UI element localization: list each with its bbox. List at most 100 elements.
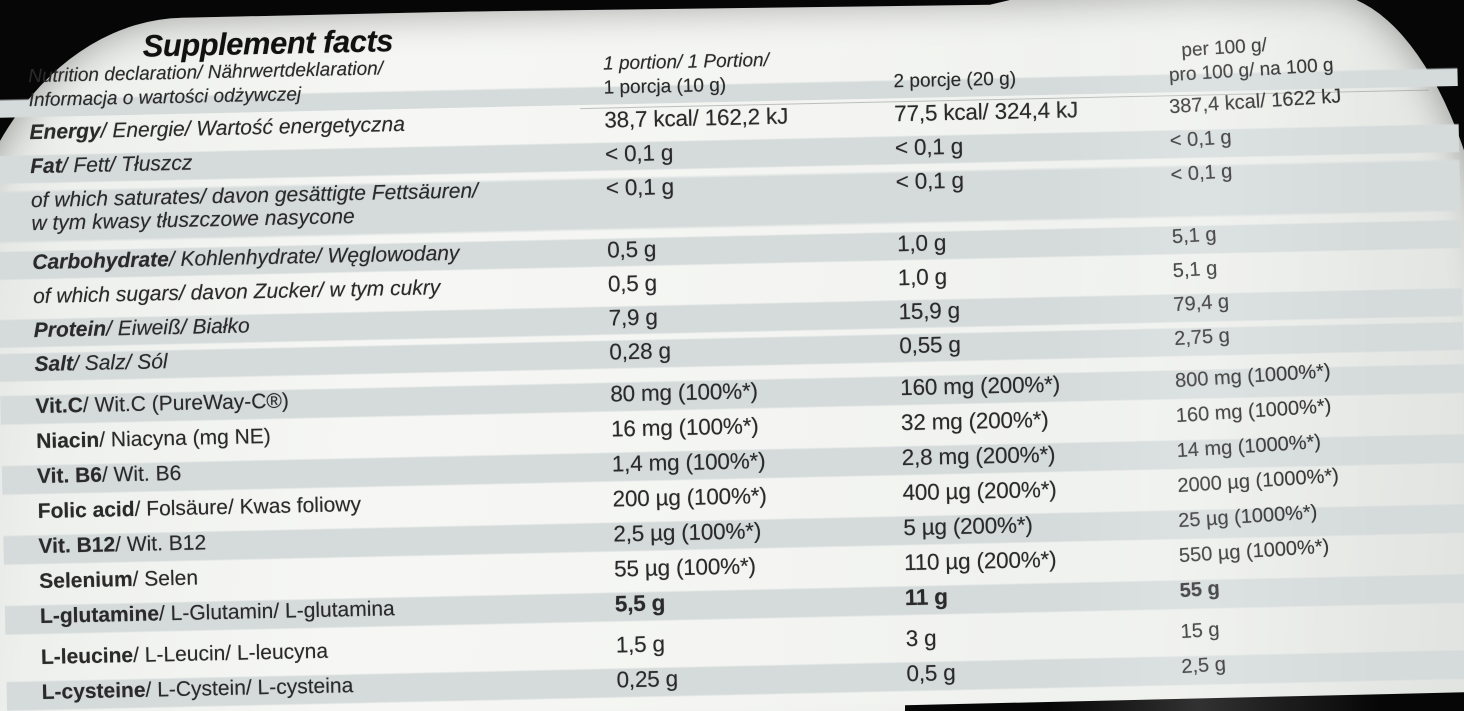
nutrient-name-translations: / Kohlenhydrate/ Węglowodany <box>168 241 460 272</box>
value-2-portions-text: 0,5 g <box>906 660 956 687</box>
value-1-portion-text: 1,5 g <box>615 631 666 658</box>
nutrient-name-en: L-cysteine <box>41 678 146 704</box>
nutrient-name-en: Fat <box>29 154 62 179</box>
value-1-portion-text: < 0,1 g <box>604 140 674 167</box>
value-per-100g-text: 5,1 g <box>1171 223 1218 249</box>
value-2-portions: 15,9 g <box>898 294 1163 325</box>
nutrient-name-translations: / Salz/ Sól <box>72 350 168 376</box>
value-2-portions-text: 1,0 g <box>896 230 947 257</box>
value-1-portion: 80 mg (100%*) <box>610 376 900 407</box>
value-1-portion-text: 1,4 mg (100%*) <box>611 448 766 477</box>
nutrient-name: L-leucine/ L-Leucin/ L-leucyna <box>6 633 616 669</box>
column-header-1-portion: 1 portion/ 1 Portion/ 1 porcja (10 g) <box>602 49 770 99</box>
nutrient-name-en: Protein <box>33 317 107 343</box>
value-1-portion: 16 mg (100%*) <box>611 411 901 442</box>
value-2-portions: 2,8 mg (200%*) <box>901 440 1167 471</box>
nutrient-name-translations: / Folsäure/ Kwas foliowy <box>134 492 362 521</box>
value-2-portions-text: 110 µg (200%*) <box>903 546 1057 576</box>
nutrient-name-translations: of which sugars/ davon Zucker/ w tym cuk… <box>32 276 441 309</box>
value-per-100g: 387,4 kcal/ 1622 kJ <box>1159 85 1458 119</box>
value-2-portions-text: 400 µg (200%*) <box>902 476 1057 506</box>
value-per-100g-text: < 0,1 g <box>1169 160 1233 187</box>
value-per-100g: 15 g <box>1170 615 1464 644</box>
value-per-100g-text: 15 g <box>1179 618 1221 644</box>
value-1-portion-text: 80 mg (100%*) <box>610 378 759 407</box>
value-2-portions-text: 77,5 kcal/ 324,4 kJ <box>893 97 1079 127</box>
value-per-100g: < 0,1 g <box>1160 158 1459 187</box>
nutrient-name: Vit.C/ Wit.C (PureWay-C®) <box>0 383 610 419</box>
value-2-portions-text: 2,8 mg (200%*) <box>901 441 1056 471</box>
value-1-portion: 38,7 kcal/ 162,2 kJ <box>604 102 894 133</box>
value-per-100g: 79,4 g <box>1163 288 1462 317</box>
nutrient-name-translations: / Fett/ Tłuszcz <box>61 151 193 178</box>
value-1-portion: 0,5 g <box>607 232 897 263</box>
value-1-portion: < 0,1 g <box>606 170 896 201</box>
nutrient-name-translations: / L-Glutamin/ L-glutamina <box>158 597 395 626</box>
nutrient-name-translations: / Energie/ Wartość energetyczna <box>100 112 406 143</box>
value-per-100g-text: 2,5 g <box>1180 653 1227 679</box>
value-per-100g: 160 mg (1000%*) <box>1166 395 1464 428</box>
value-2-portions: 0,55 g <box>899 328 1164 359</box>
value-2-portions: < 0,1 g <box>895 164 1160 195</box>
value-per-100g: < 0,1 g <box>1160 124 1459 153</box>
value-1-portion-text: 5,5 g <box>614 590 666 617</box>
value-per-100g: 550 µg (1000%*) <box>1169 536 1464 568</box>
nutrient-name-en: Vit. B12 <box>38 533 116 559</box>
nutrient-name-en: Carbohydrate <box>32 248 170 275</box>
value-1-portion-text: < 0,1 g <box>605 174 675 201</box>
value-2-portions-text: 0,55 g <box>899 331 961 359</box>
value-2-portions-text: 32 mg (200%*) <box>900 406 1049 436</box>
value-per-100g-text: 2,75 g <box>1173 324 1231 351</box>
value-1-portion-text: 0,28 g <box>609 338 672 365</box>
value-2-portions: 1,0 g <box>897 226 1162 257</box>
value-2-portions: 5 µg (200%*) <box>903 510 1168 541</box>
value-per-100g: 25 µg (1000%*) <box>1168 501 1464 533</box>
nutrient-name-en: Vit. B6 <box>36 463 103 489</box>
value-1-portion-text: 200 µg (100%*) <box>612 483 767 512</box>
value-per-100g: 2,75 g <box>1164 322 1463 351</box>
value-2-portions: 77,5 kcal/ 324,4 kJ <box>894 96 1159 127</box>
value-per-100g: 5,1 g <box>1163 254 1462 283</box>
value-1-portion-text: 0,5 g <box>607 270 658 297</box>
value-1-portion-text: 0,5 g <box>606 236 657 263</box>
value-2-portions-text: 11 g <box>904 584 949 611</box>
value-per-100g: 2000 µg (1000%*) <box>1167 465 1464 498</box>
value-per-100g: 800 mg (1000%*) <box>1165 360 1464 393</box>
value-2-portions-text: 5 µg (200%*) <box>903 512 1033 541</box>
value-1-portion: 200 µg (100%*) <box>612 481 902 512</box>
value-2-portions-text: 3 g <box>905 625 937 652</box>
value-2-portions: 160 mg (200%*) <box>900 370 1165 401</box>
value-2-portions: 0,5 g <box>906 656 1171 687</box>
nutrient-name-translations: / Wit.C (PureWay-C®) <box>82 389 290 418</box>
value-1-portion: 5,5 g <box>615 586 905 617</box>
nutrient-name-en: Vit.C <box>35 394 84 419</box>
nutrition-table: Energy/ Energie/ Wartość energetyczna 38,… <box>0 85 1464 711</box>
value-per-100g: 55 g <box>1170 574 1464 603</box>
value-per-100g-text: 800 mg (1000%*) <box>1174 360 1332 393</box>
value-1-portion: 0,25 g <box>616 662 906 693</box>
value-2-portions-text: < 0,1 g <box>895 167 965 195</box>
value-1-portion-text: 55 µg (100%*) <box>613 553 757 582</box>
nutrient-name-translations: / Wit. B12 <box>114 531 207 557</box>
value-1-portion: 0,5 g <box>608 266 898 297</box>
nutrient-name-translations: / Selen <box>132 566 199 591</box>
value-per-100g: 5,1 g <box>1162 220 1461 249</box>
nutrient-name-en: Folic acid <box>37 497 135 524</box>
nutrient-name-translations: / Niacyna (mg NE) <box>98 424 271 452</box>
value-2-portions: 400 µg (200%*) <box>902 475 1167 506</box>
value-1-portion: 1,5 g <box>616 627 906 658</box>
value-2-portions-text: 15,9 g <box>898 297 961 325</box>
value-1-portion: < 0,1 g <box>605 136 895 167</box>
value-1-portion: 0,28 g <box>609 334 899 365</box>
nutrient-name-en: L-glutamine <box>39 602 160 628</box>
value-2-portions: 11 g <box>905 580 1170 611</box>
nutrient-name-en: L-leucine <box>40 643 134 669</box>
nutrient-name-translations: / Wit. B6 <box>101 461 182 487</box>
value-1-portion-text: 7,9 g <box>608 304 658 331</box>
nutrient-name-en: Selenium <box>39 567 133 594</box>
value-2-portions: 3 g <box>905 621 1170 652</box>
value-1-portion-text: 0,25 g <box>616 666 679 693</box>
nutrient-name-translations: / L-Leucin/ L-leucyna <box>132 639 329 667</box>
